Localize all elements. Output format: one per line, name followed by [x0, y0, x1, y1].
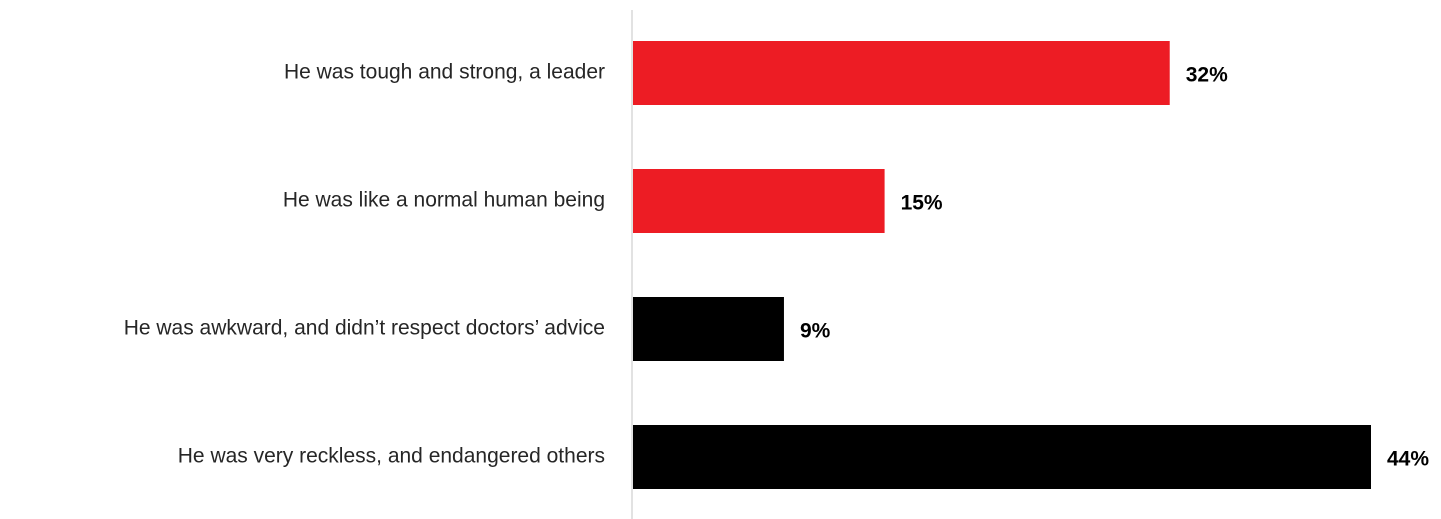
- category-label: He was awkward, and didn’t respect docto…: [124, 317, 605, 340]
- value-label: 32%: [1186, 64, 1228, 87]
- bar: [633, 169, 885, 233]
- bar: [633, 297, 784, 361]
- value-label: 9%: [800, 320, 831, 343]
- category-label: He was tough and strong, a leader: [284, 61, 605, 84]
- category-label: He was like a normal human being: [283, 189, 605, 212]
- value-label: 15%: [901, 192, 943, 215]
- bar: [633, 41, 1170, 105]
- bar: [633, 425, 1371, 489]
- category-label: He was very reckless, and endangered oth…: [178, 445, 605, 468]
- value-label: 44%: [1387, 448, 1429, 471]
- bars-group: He was tough and strong, a leader 32% He w…: [124, 41, 1429, 489]
